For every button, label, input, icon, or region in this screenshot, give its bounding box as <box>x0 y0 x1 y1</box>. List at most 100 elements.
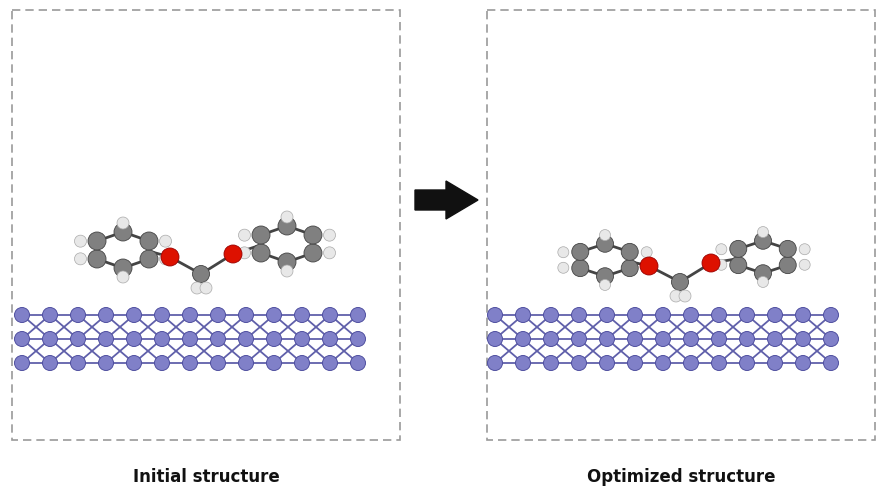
Circle shape <box>159 253 171 265</box>
Circle shape <box>626 355 641 371</box>
Circle shape <box>266 355 281 371</box>
Circle shape <box>620 260 638 277</box>
Circle shape <box>754 232 771 249</box>
Circle shape <box>641 246 651 258</box>
Circle shape <box>323 355 337 371</box>
Circle shape <box>294 331 309 347</box>
Circle shape <box>779 257 796 274</box>
Circle shape <box>655 331 670 347</box>
Circle shape <box>43 308 58 322</box>
Circle shape <box>711 308 726 322</box>
Circle shape <box>43 355 58 371</box>
Circle shape <box>620 244 638 260</box>
Circle shape <box>154 308 169 322</box>
Polygon shape <box>415 181 478 219</box>
Bar <box>486 10 874 440</box>
Circle shape <box>350 355 365 371</box>
Circle shape <box>683 355 697 371</box>
Circle shape <box>711 331 726 347</box>
Circle shape <box>70 331 85 347</box>
Circle shape <box>515 331 530 347</box>
Circle shape <box>238 331 253 347</box>
Circle shape <box>766 355 781 371</box>
Circle shape <box>739 308 754 322</box>
Circle shape <box>515 308 530 322</box>
Circle shape <box>277 253 296 271</box>
Circle shape <box>599 230 610 241</box>
Circle shape <box>822 331 837 347</box>
Circle shape <box>795 331 810 347</box>
Circle shape <box>154 331 169 347</box>
Circle shape <box>192 266 209 282</box>
Circle shape <box>557 246 568 258</box>
Circle shape <box>571 260 588 277</box>
Circle shape <box>154 355 169 371</box>
Circle shape <box>199 282 212 294</box>
Circle shape <box>543 331 558 347</box>
Circle shape <box>323 229 335 241</box>
Circle shape <box>571 331 586 347</box>
Circle shape <box>701 254 719 272</box>
Circle shape <box>599 355 614 371</box>
Circle shape <box>350 331 365 347</box>
Circle shape <box>159 235 171 247</box>
Circle shape <box>798 244 809 255</box>
Circle shape <box>88 232 106 250</box>
Circle shape <box>626 331 641 347</box>
Circle shape <box>114 223 132 241</box>
Circle shape <box>487 355 502 371</box>
Circle shape <box>557 262 568 273</box>
Circle shape <box>127 331 142 347</box>
Circle shape <box>74 235 86 247</box>
Circle shape <box>571 355 586 371</box>
Circle shape <box>599 331 614 347</box>
Circle shape <box>798 259 809 270</box>
Circle shape <box>14 331 29 347</box>
Circle shape <box>711 355 726 371</box>
Circle shape <box>640 257 657 275</box>
Circle shape <box>715 259 726 270</box>
Circle shape <box>779 241 796 257</box>
Circle shape <box>757 227 767 238</box>
Circle shape <box>266 331 281 347</box>
Circle shape <box>323 331 337 347</box>
Circle shape <box>210 331 225 347</box>
Circle shape <box>766 308 781 322</box>
Circle shape <box>210 308 225 322</box>
Circle shape <box>70 355 85 371</box>
Bar <box>12 10 400 440</box>
Circle shape <box>281 265 292 277</box>
Circle shape <box>140 250 158 268</box>
Circle shape <box>795 308 810 322</box>
Circle shape <box>595 268 613 285</box>
Circle shape <box>571 244 588 260</box>
Circle shape <box>729 257 746 274</box>
Text: Optimized structure: Optimized structure <box>586 468 774 486</box>
Circle shape <box>210 355 225 371</box>
Circle shape <box>266 308 281 322</box>
Circle shape <box>238 355 253 371</box>
Text: Initial structure: Initial structure <box>133 468 279 486</box>
Circle shape <box>43 331 58 347</box>
Circle shape <box>543 355 558 371</box>
Circle shape <box>114 259 132 277</box>
Circle shape <box>641 262 651 273</box>
Circle shape <box>822 355 837 371</box>
Circle shape <box>161 248 179 266</box>
Circle shape <box>683 331 697 347</box>
Circle shape <box>117 217 128 229</box>
Circle shape <box>294 355 309 371</box>
Circle shape <box>88 250 106 268</box>
Circle shape <box>277 217 296 235</box>
Circle shape <box>739 355 754 371</box>
Circle shape <box>117 271 128 283</box>
Circle shape <box>281 211 292 223</box>
Circle shape <box>304 244 322 262</box>
Circle shape <box>683 308 697 322</box>
Circle shape <box>515 355 530 371</box>
Circle shape <box>183 355 198 371</box>
Circle shape <box>238 247 250 259</box>
Circle shape <box>74 253 86 265</box>
Circle shape <box>252 226 269 244</box>
Circle shape <box>190 282 203 294</box>
